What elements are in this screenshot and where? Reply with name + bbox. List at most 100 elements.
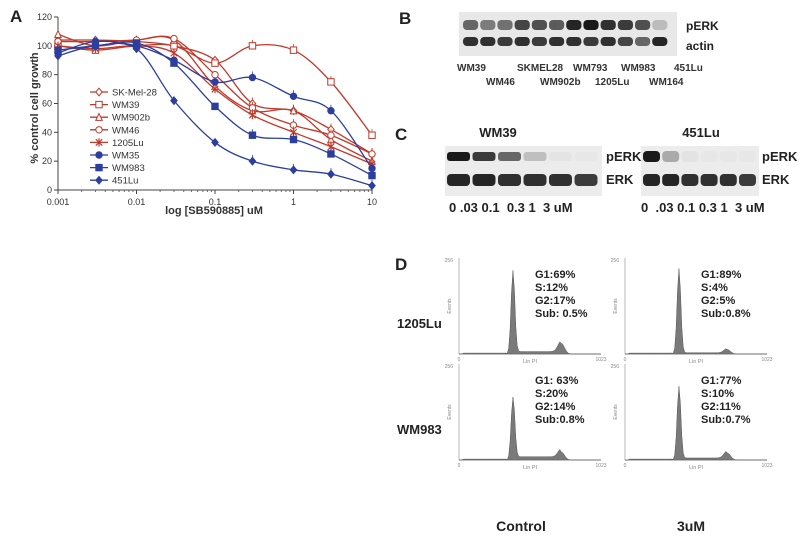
chart-svg: A 0 20 40 60 80 100 120 0.001 0.01 0.1 1 10 SK-Mel-… <box>10 7 377 217</box>
y-tick-label: 80 <box>42 70 52 80</box>
data-point <box>368 131 376 139</box>
blot-band <box>498 152 521 161</box>
blot-band <box>472 174 496 186</box>
flow-x-max: 1023 <box>761 357 772 363</box>
x-axis-label: log [SB590885] uM <box>165 205 263 217</box>
flow-x-min: 0 <box>624 463 627 469</box>
blot-band <box>583 20 599 30</box>
data-point <box>248 131 257 139</box>
legend-marker <box>95 126 103 134</box>
legend-marker <box>95 138 103 147</box>
y-tick-label: 40 <box>42 127 52 137</box>
series-line <box>57 35 373 155</box>
blot-band <box>681 174 699 186</box>
data-point <box>289 46 298 54</box>
lane-label: WM39 <box>457 63 486 74</box>
data-point <box>248 42 257 50</box>
legend-label: WM39 <box>112 100 139 111</box>
chart-axes: 0 20 40 60 80 100 120 0.001 0.01 0.1 1 10 <box>37 12 377 207</box>
legend-marker <box>95 151 103 159</box>
data-point <box>327 150 335 158</box>
lane-label: WM902b <box>540 77 581 88</box>
flow-x-label: Lin PI <box>689 359 704 365</box>
flow-x-label: Lin PI <box>523 465 538 471</box>
flow-stat-text: S:4% <box>701 282 728 294</box>
blot-band <box>463 37 479 46</box>
data-point <box>327 131 335 139</box>
blot-band <box>549 174 572 186</box>
blot-band <box>531 37 547 46</box>
flow-x-min: 0 <box>624 357 627 363</box>
blot-band <box>447 174 470 186</box>
legend-label: WM902b <box>112 113 150 124</box>
flow-stat-text: G2:14% <box>535 401 576 413</box>
data-point <box>248 156 257 166</box>
x-tick-label: 0.001 <box>47 197 70 207</box>
data-point <box>211 84 219 94</box>
chart-series <box>54 29 376 191</box>
flow-y-max: 256 <box>611 364 620 370</box>
blot-band <box>652 20 668 30</box>
blot-band <box>643 151 660 162</box>
flow-x-label: Lin PI <box>523 359 538 365</box>
data-point <box>327 78 335 86</box>
blot-band <box>720 151 737 162</box>
data-point <box>91 41 100 51</box>
legend-label: WM35 <box>112 151 139 162</box>
flow-y-label: Events <box>447 298 453 314</box>
blot-membrane-b <box>459 12 677 56</box>
y-tick-label: 60 <box>42 99 52 109</box>
blot-band <box>739 174 756 186</box>
data-point <box>289 105 298 115</box>
blot-band <box>575 152 598 161</box>
lane-label: SKMEL28 <box>517 63 564 74</box>
blot-band <box>523 152 547 161</box>
data-point <box>170 48 178 58</box>
y-axis-label: % control cell growth <box>29 52 41 164</box>
blot-band <box>600 37 616 46</box>
flow-stat-text: G2:11% <box>701 401 741 413</box>
legend-label: WM983 <box>112 163 145 174</box>
legend-marker <box>95 100 103 109</box>
data-point <box>211 137 219 148</box>
blot-band <box>617 20 633 30</box>
legend-marker <box>95 87 103 97</box>
blot-label-erk: ERK <box>606 172 634 187</box>
flow-y-max: 256 <box>445 364 454 370</box>
blot-band <box>643 174 660 186</box>
blot-band <box>480 37 496 46</box>
blot-band <box>635 20 651 30</box>
data-point <box>211 70 219 79</box>
col-label: Control <box>496 518 546 534</box>
flow-stat-text: Sub:0.8% <box>701 308 751 320</box>
panel-letter-c: C <box>395 125 407 144</box>
flow-x-max: 1023 <box>595 357 606 363</box>
data-point <box>211 59 219 67</box>
x-tick-label: 10 <box>367 197 377 207</box>
col-label: 3uM <box>677 518 705 534</box>
flow-y-label: Events <box>613 404 619 420</box>
data-point <box>248 73 257 82</box>
concentration-labels: 0 .03 0.1 0.3 1 3 uM <box>449 200 573 215</box>
blot-label-perk: pERK <box>606 149 642 164</box>
blot-band <box>719 174 737 186</box>
flow-stat-text: S:20% <box>535 388 568 400</box>
legend-marker <box>95 112 103 121</box>
flow-histogram: 256 Events 0 1023 Lin PI G1:69%S:12%G2:17%Sub… <box>445 258 607 365</box>
flow-stat-text: G1:89% <box>701 269 742 281</box>
blot-c-bands <box>447 151 756 186</box>
flow-stat-text: G1:69% <box>535 269 576 281</box>
blot-band <box>531 20 547 30</box>
blot-band <box>463 20 479 30</box>
blot-band <box>583 37 599 46</box>
blot-band <box>652 37 668 46</box>
flow-y-max: 256 <box>611 258 620 264</box>
flow-stat-text: G2:5% <box>701 295 735 307</box>
lane-label: WM164 <box>649 77 684 88</box>
data-point <box>211 102 219 111</box>
blot-band <box>600 20 616 30</box>
flow-histogram-area <box>459 396 601 461</box>
flow-histogram-area <box>625 386 767 461</box>
